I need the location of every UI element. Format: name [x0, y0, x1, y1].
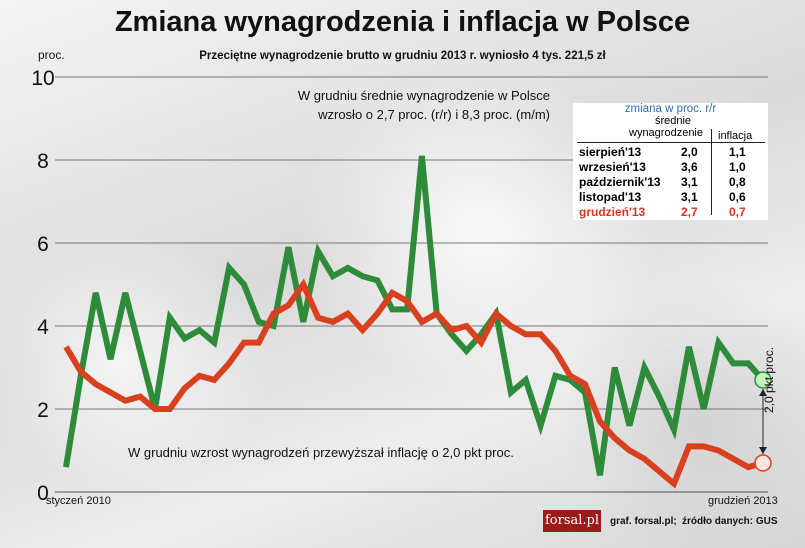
inflation-end-marker — [754, 454, 772, 472]
table-row: październik'13 3,1 0,8 — [579, 175, 765, 190]
data-table: zmiana w proc. r/r średnie wynagrodzenie… — [573, 103, 768, 220]
row-inflation: 1,0 — [729, 160, 746, 174]
row-month: październik'13 — [579, 175, 661, 189]
y-tick-label: 0 — [37, 482, 49, 505]
row-inflation: 0,6 — [729, 190, 746, 204]
row-wage: 2,7 — [681, 205, 698, 219]
table-row: wrzesień'13 3,6 1,0 — [579, 160, 765, 175]
table-column-divider — [711, 129, 712, 215]
row-wage: 3,1 — [681, 175, 698, 189]
inflation-series-line — [63, 278, 764, 489]
table-row: listopad'13 3,1 0,6 — [579, 190, 765, 205]
chart-series — [63, 155, 766, 489]
table-row: sierpień'13 2,0 1,1 — [579, 145, 765, 160]
x-start-label: styczeń 2010 — [46, 495, 111, 507]
row-wage: 2,0 — [681, 145, 698, 159]
top-annotation-line2: wzrosło o 2,7 proc. (r/r) i 8,3 proc. (m… — [318, 107, 550, 122]
row-month: wrzesień'13 — [579, 160, 646, 174]
row-wage: 3,1 — [681, 190, 698, 204]
difference-arrow-head-down — [759, 446, 767, 454]
wage-series-line — [63, 155, 766, 476]
table-row-highlighted: grudzień'13 2,7 0,7 — [579, 205, 765, 220]
bottom-annotation: W grudniu wzrost wynagrodzeń przewyższał… — [128, 445, 514, 460]
table-col-wage-line2: wynagrodzenie — [629, 127, 703, 139]
difference-arrow-head-up — [759, 388, 767, 396]
row-month: grudzień'13 — [579, 205, 646, 219]
y-axis-unit: proc. — [38, 48, 65, 62]
table-divider — [577, 142, 765, 143]
page-title: Zmiana wynagrodzenia i inflacja w Polsce — [114, 6, 691, 38]
top-annotation: W grudniu średnie wynagrodzenie w Polsce… — [265, 86, 550, 124]
x-end-label: grudzień 2013 — [708, 495, 778, 507]
page-subtitle: Przeciętne wynagrodzenie brutto w grudni… — [199, 50, 606, 62]
y-tick-label: 10 — [31, 67, 54, 90]
y-tick-labels: 0 2 4 6 8 10 — [31, 67, 54, 505]
table-col-wage-line1: średnie — [654, 115, 692, 127]
graphic-credit: graf. forsal.pl; — [610, 516, 677, 527]
y-tick-label: 2 — [37, 399, 49, 422]
top-annotation-line1: W grudniu średnie wynagrodzenie w Polsce — [297, 88, 550, 103]
end-markers — [754, 371, 772, 472]
table-header: zmiana w proc. r/r — [624, 103, 717, 115]
row-month: listopad'13 — [579, 190, 642, 204]
y-tick-label: 8 — [37, 150, 49, 173]
data-source: źródło danych: GUS — [682, 516, 778, 527]
difference-label: 2,0 pkt proc. — [762, 346, 776, 413]
forsal-logo[interactable]: forsal.pl — [543, 510, 601, 532]
wage-end-marker — [754, 371, 772, 389]
row-inflation: 1,1 — [729, 145, 746, 159]
row-inflation: 0,7 — [729, 205, 746, 219]
table-col-inflation: inflacja — [718, 130, 753, 142]
y-tick-label: 6 — [37, 233, 49, 256]
row-wage: 3,6 — [681, 160, 698, 174]
row-month: sierpień'13 — [579, 145, 642, 159]
row-inflation: 0,8 — [729, 175, 746, 189]
y-tick-label: 4 — [37, 316, 49, 339]
